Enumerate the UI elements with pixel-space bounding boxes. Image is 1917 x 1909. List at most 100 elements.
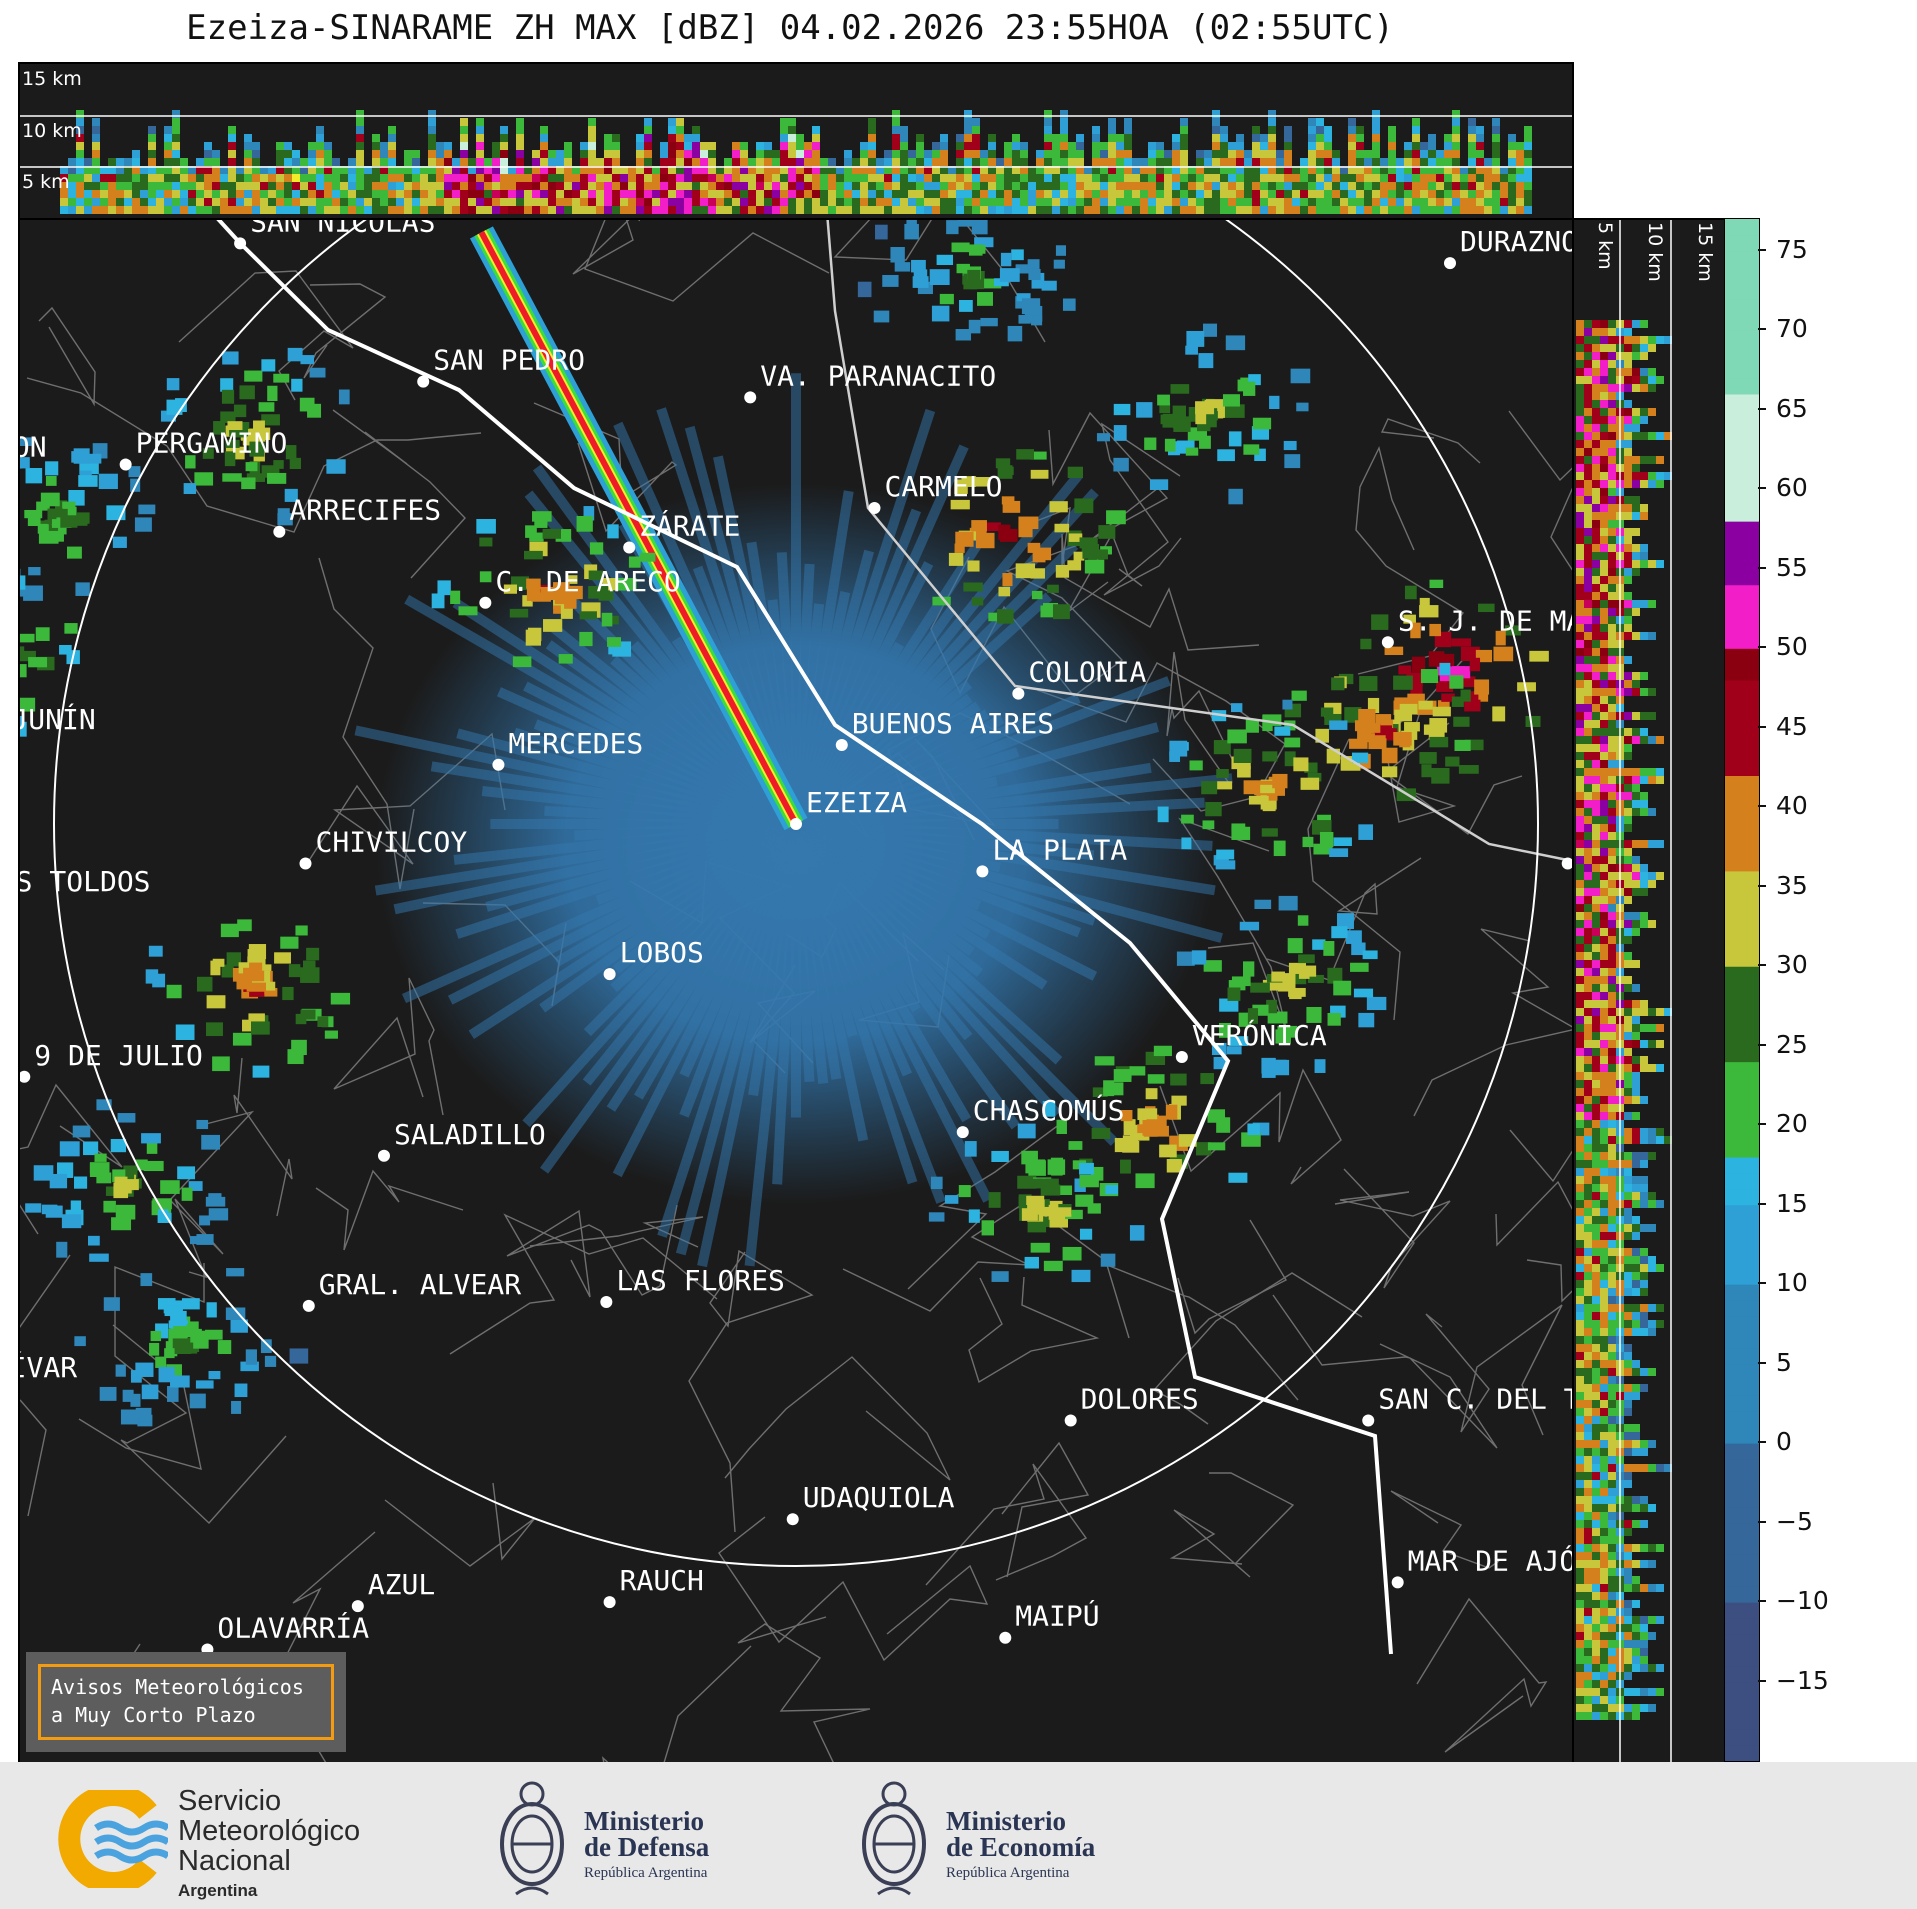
right-section-cell: [1608, 664, 1616, 672]
echo-cell: [77, 512, 90, 524]
top-section-cell: [1244, 150, 1252, 158]
echo-cell: [212, 1056, 230, 1072]
right-section-cell: [1592, 568, 1600, 576]
echo-cell: [1248, 374, 1261, 386]
top-section-cell: [1220, 190, 1228, 198]
top-section-cell: [1524, 126, 1532, 134]
echo-cell: [1201, 781, 1218, 795]
echo-cell: [431, 593, 445, 609]
top-section-cell: [860, 150, 868, 158]
top-section-cell: [836, 198, 844, 206]
top-section-cell: [92, 182, 100, 190]
top-section-cell: [900, 190, 908, 198]
district-boundary: [1307, 738, 1401, 1021]
top-section-cell: [172, 198, 180, 206]
right-section-cell: [1640, 1176, 1648, 1184]
right-section-cell: [1600, 992, 1608, 1000]
right-section-cell: [1600, 896, 1608, 904]
top-section-cell: [1356, 158, 1364, 166]
right-section-cell: [1576, 1400, 1584, 1408]
right-section-cell: [1600, 1200, 1608, 1208]
top-section-cell: [300, 206, 308, 214]
top-section-cell: [476, 158, 484, 166]
right-section-cell: [1584, 424, 1592, 432]
echo-cell: [1037, 1206, 1057, 1217]
top-section-cell: [484, 166, 492, 174]
top-section-cell: [1492, 206, 1500, 214]
top-section-cell: [1276, 158, 1284, 166]
top-section-cell: [868, 150, 876, 158]
top-section-cell: [796, 206, 804, 214]
top-section-cell: [388, 158, 396, 166]
echo-cell: [1113, 1069, 1132, 1082]
colorbar-step: [1725, 489, 1759, 506]
echo-cell: [1200, 1073, 1214, 1085]
right-section-cell: [1592, 768, 1600, 776]
top-section-cell: [252, 206, 260, 214]
right-section-cell: [1592, 1672, 1600, 1680]
city-marker: [999, 1631, 1012, 1644]
city-label: MERCEDES: [508, 727, 643, 760]
colorbar-step: [1725, 1188, 1759, 1206]
right-section-cell: [1584, 512, 1592, 520]
top-section-cell: [436, 182, 444, 190]
echo-cell: [546, 588, 562, 600]
top-section-cell: [156, 182, 164, 190]
right-section-cell: [1656, 1616, 1664, 1624]
top-section-cell: [636, 182, 644, 190]
top-section-cell: [108, 198, 116, 206]
top-section-cell: [780, 150, 788, 158]
top-section-cell: [916, 166, 924, 174]
right-section-cell: [1624, 1344, 1632, 1352]
right-section-cell: [1592, 1200, 1600, 1208]
echo-cell: [1030, 1242, 1050, 1253]
right-section-cell: [1624, 712, 1632, 720]
right-section-cell: [1656, 1264, 1664, 1272]
top-section-cell: [324, 198, 332, 206]
top-section-cell: [172, 158, 180, 166]
top-section-cell: [708, 206, 716, 214]
top-section-cell: [964, 134, 972, 142]
right-section-cell: [1608, 1624, 1616, 1632]
top-alt-label-5: 5 km: [22, 171, 70, 193]
top-section-cell: [348, 190, 356, 198]
colorbar-step: [1725, 823, 1759, 840]
echo-cell: [74, 1336, 86, 1347]
echo-cell: [1354, 720, 1372, 732]
top-section-cell: [420, 182, 428, 190]
aviso-badge[interactable]: Avisos Meteorológicos a Muy Corto Plazo: [26, 1652, 346, 1752]
echo-cell: [1290, 368, 1311, 384]
right-section-cell: [1664, 1008, 1672, 1016]
echo-cell: [1024, 1256, 1039, 1269]
top-section-cell: [1316, 142, 1324, 150]
right-section-cell: [1632, 688, 1640, 696]
top-section-cell: [284, 174, 292, 182]
right-alt-label-10: 10 km: [1644, 222, 1666, 282]
right-section-cell: [1632, 880, 1640, 888]
top-section-cell: [1476, 182, 1484, 190]
aviso-box[interactable]: Avisos Meteorológicos a Muy Corto Plazo: [38, 1664, 334, 1740]
top-section-cell: [1252, 198, 1260, 206]
top-section-cell: [756, 182, 764, 190]
top-section-cell: [916, 134, 924, 142]
echo-cell: [1120, 1109, 1133, 1122]
echo-cell: [195, 1380, 214, 1389]
right-section-cell: [1600, 424, 1608, 432]
right-section-cell: [1608, 1224, 1616, 1232]
right-section-cell: [1656, 1064, 1664, 1072]
right-section-cell: [1608, 464, 1616, 472]
echo-cell: [1001, 496, 1015, 505]
echo-cell: [628, 556, 641, 568]
right-section-cell: [1624, 1248, 1632, 1256]
colorbar-step: [1725, 1538, 1759, 1555]
top-section-cell: [212, 190, 220, 198]
top-section-cell: [668, 118, 676, 126]
echo-cell: [1492, 706, 1506, 722]
defensa-line-2: de Defensa: [584, 1832, 710, 1862]
right-section-cell: [1600, 1016, 1608, 1024]
right-section-cell: [1656, 1128, 1664, 1136]
echo-cell: [61, 1214, 82, 1229]
top-section-cell: [284, 206, 292, 214]
top-section-cell: [1484, 198, 1492, 206]
right-section-cell: [1600, 592, 1608, 600]
